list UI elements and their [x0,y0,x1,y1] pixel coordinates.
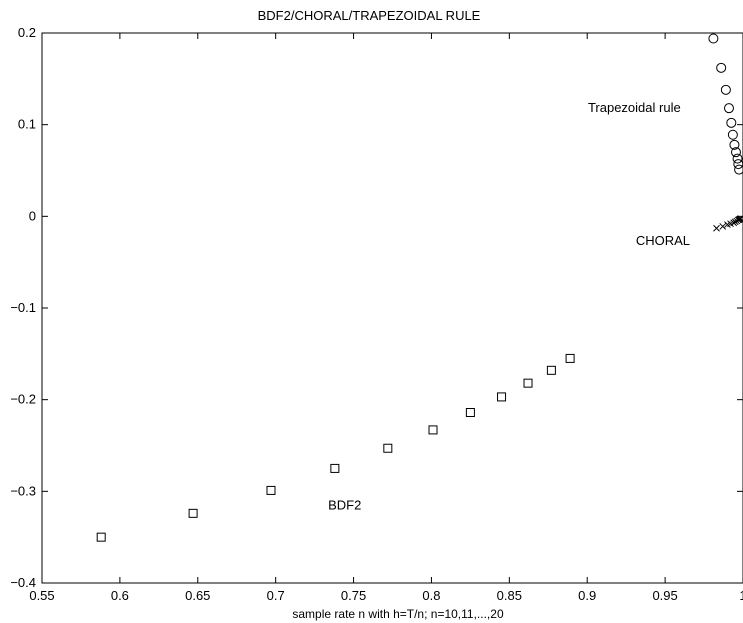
x-axis-label: sample rate n with h=T/n; n=10,11,...,20 [292,607,504,621]
y-tick-label: −0.1 [10,300,36,315]
x-axis: 0.55 0.6 0.65 0.7 0.75 0.8 0.85 0.9 0.95 1 [29,33,743,603]
x-tick-label: 0.95 [652,588,677,603]
data-point-square [465,408,475,417]
series-labels: Trapezoidal rule CHORAL BDF2 [328,100,690,513]
x-tick-label: 0.6 [111,588,129,603]
x-tick-label: 1 [739,588,743,603]
data-point-x [719,223,727,230]
series-label: BDF2 [328,498,361,513]
data-point-x [713,224,720,232]
y-tick-label: −0.2 [10,392,36,407]
data-point-square [546,365,556,375]
data-point-circle [732,153,743,164]
data-point-circle [716,62,727,73]
y-axis: −0.4 −0.3 −0.2 −0.1 0 0.1 0.2 [10,25,743,590]
data-point-square [523,378,533,388]
data-point-square [428,425,438,435]
data-point-circle [730,147,741,158]
data-point-square [497,392,507,402]
y-tick-label: 0.1 [18,117,36,132]
y-tick-label: −0.4 [10,575,36,590]
x-tick-label: 0.7 [267,588,285,603]
series-label: CHORAL [636,233,690,248]
data-markers [96,33,743,542]
data-point-circle [729,139,740,150]
data-point-square [330,463,340,473]
data-point-circle [708,33,719,44]
data-point-circle [720,84,731,95]
chart-title: BDF2/CHORAL/TRAPEZOIDAL RULE [258,8,481,23]
data-point-circle [726,117,737,128]
x-tick-label: 0.75 [341,588,366,603]
data-point-circle [734,164,743,175]
data-point-square [383,443,393,453]
data-point-circle [727,129,738,140]
y-tick-label: −0.3 [10,483,36,498]
x-tick-label: 0.85 [497,588,522,603]
y-tick-label: 0.2 [18,25,36,40]
plot-frame [41,32,743,584]
data-point-square [188,508,198,518]
data-point-square [565,353,575,363]
series-bdf2 [96,353,575,542]
x-tick-label: 0.65 [185,588,210,603]
data-point-circle [723,103,734,114]
series-label: Trapezoidal rule [588,100,681,115]
data-point-square [266,485,276,495]
y-tick-label: 0 [29,208,36,223]
x-tick-label: 0.9 [578,588,596,603]
series-trapezoidal-rule [708,33,743,175]
x-tick-label: 0.8 [422,588,440,603]
data-point-square [96,532,106,542]
series-choral [713,215,743,232]
x-tick-label: 0.55 [29,588,54,603]
